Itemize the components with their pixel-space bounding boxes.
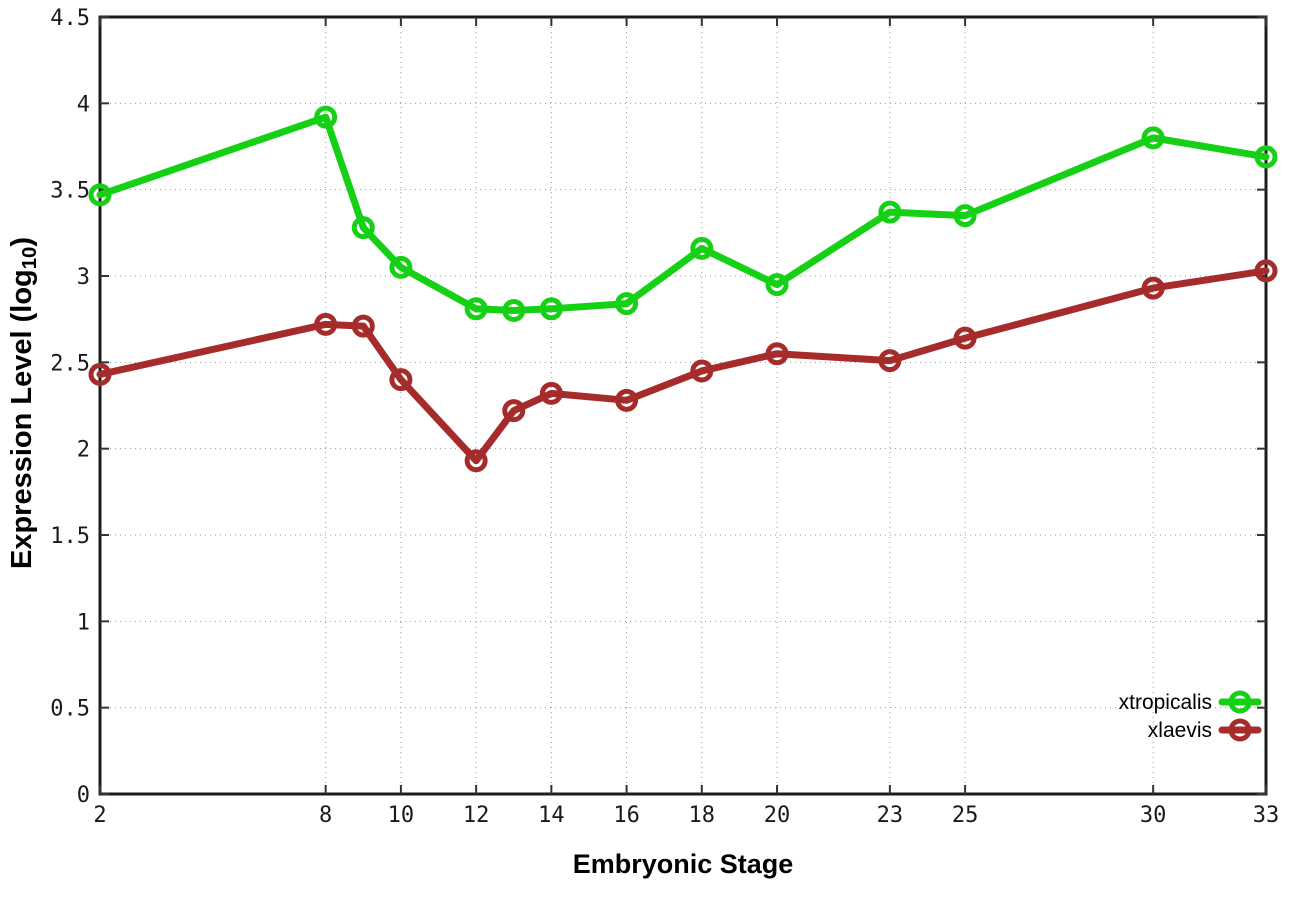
- legend-sample-marker-xtropicalis: [1228, 690, 1252, 714]
- x-tick-label: 25: [952, 803, 979, 828]
- y-tick-label: 2.5: [50, 351, 90, 376]
- x-tick-label: 30: [1140, 803, 1167, 828]
- x-tick-label: 20: [764, 803, 791, 828]
- plot-border: [98, 15, 1268, 796]
- y-tick-label: 3: [77, 265, 90, 290]
- data-point-marker-xtropicalis: [464, 297, 488, 321]
- data-point-marker-xtropicalis: [351, 216, 375, 240]
- data-point-marker-xtropicalis: [88, 183, 112, 207]
- x-tick-label: 10: [388, 803, 415, 828]
- data-point-marker-xlaevis: [765, 342, 789, 366]
- data-point-marker-xlaevis: [389, 368, 413, 392]
- x-axis-title: Embryonic Stage: [572, 849, 794, 879]
- x-tick-label: 18: [689, 803, 716, 828]
- legend-sample-marker-xlaevis: [1228, 718, 1252, 742]
- data-point-marker-xtropicalis: [765, 273, 789, 297]
- data-point-marker-xlaevis: [539, 381, 563, 405]
- x-tick-label: 16: [613, 803, 640, 828]
- data-point-marker-xlaevis: [464, 449, 488, 473]
- y-axis-title-subscript: 10: [19, 246, 42, 270]
- y-tick-label: 3.5: [50, 179, 90, 204]
- x-tick-label: 2: [93, 803, 106, 828]
- series-line-xlaevis: [96, 267, 1270, 465]
- y-tick-label: 4.5: [50, 6, 90, 31]
- data-point-marker-xlaevis: [502, 399, 526, 423]
- series-line-xtropicalis: [96, 113, 1270, 315]
- y-tick-label: 2: [77, 438, 90, 463]
- x-tick-label: 23: [877, 803, 904, 828]
- data-point-marker-xlaevis: [1141, 276, 1165, 300]
- y-tick-label: 0.5: [50, 697, 90, 722]
- data-point-marker-xlaevis: [1254, 259, 1278, 283]
- data-point-marker-xtropicalis: [1141, 126, 1165, 150]
- data-point-marker-xlaevis: [690, 359, 714, 383]
- legend-label-xtropicalis: xtropicalis: [1119, 691, 1212, 714]
- x-tick-label: 33: [1253, 803, 1280, 828]
- data-point-marker-xlaevis: [351, 314, 375, 338]
- data-point-marker-xtropicalis: [502, 299, 526, 323]
- data-point-marker-xlaevis: [953, 326, 977, 350]
- x-tick-label: 12: [463, 803, 490, 828]
- legend-label-xlaevis: xlaevis: [1148, 719, 1212, 742]
- data-point-marker-xtropicalis: [878, 200, 902, 224]
- x-tick-label: 14: [538, 803, 565, 828]
- data-point-marker-xtropicalis: [690, 236, 714, 260]
- data-point-marker-xtropicalis: [539, 297, 563, 321]
- data-point-marker-xtropicalis: [389, 255, 413, 279]
- data-point-marker-xtropicalis: [1254, 145, 1278, 169]
- y-tick-label: 1: [77, 610, 90, 635]
- data-point-marker-xlaevis: [878, 349, 902, 373]
- data-point-marker-xlaevis: [88, 362, 112, 386]
- data-point-marker-xtropicalis: [314, 105, 338, 129]
- y-tick-label: 1.5: [50, 524, 90, 549]
- y-axis-title-close: ): [6, 237, 38, 247]
- y-tick-label: 0: [77, 783, 90, 808]
- data-point-marker-xtropicalis: [615, 292, 639, 316]
- data-point-marker-xtropicalis: [953, 204, 977, 228]
- y-axis-title: Expression Level (log10): [4, 163, 42, 643]
- data-point-marker-xlaevis: [314, 312, 338, 336]
- x-tick-label: 8: [319, 803, 332, 828]
- data-point-marker-xlaevis: [615, 388, 639, 412]
- y-axis-title-text: Expression Level (log: [6, 269, 38, 569]
- y-tick-label: 4: [77, 92, 90, 117]
